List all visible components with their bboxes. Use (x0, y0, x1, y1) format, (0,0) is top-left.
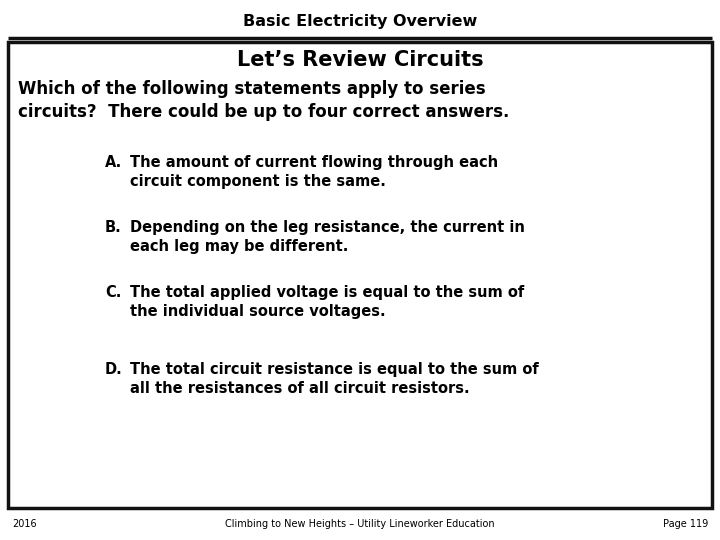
Text: The total circuit resistance is equal to the sum of
all the resistances of all c: The total circuit resistance is equal to… (130, 362, 539, 396)
Text: Which of the following statements apply to series
circuits?  There could be up t: Which of the following statements apply … (18, 80, 509, 121)
Text: Depending on the leg resistance, the current in
each leg may be different.: Depending on the leg resistance, the cur… (130, 220, 525, 254)
Text: A.: A. (105, 155, 122, 170)
Text: 2016: 2016 (12, 519, 37, 529)
Text: C.: C. (105, 285, 122, 300)
Text: Basic Electricity Overview: Basic Electricity Overview (243, 14, 477, 29)
Text: Let’s Review Circuits: Let’s Review Circuits (237, 50, 483, 70)
Text: Page 119: Page 119 (662, 519, 708, 529)
Text: The total applied voltage is equal to the sum of
the individual source voltages.: The total applied voltage is equal to th… (130, 285, 524, 319)
FancyBboxPatch shape (8, 42, 712, 508)
Text: Climbing to New Heights – Utility Lineworker Education: Climbing to New Heights – Utility Linewo… (225, 519, 495, 529)
Text: D.: D. (105, 362, 122, 377)
Text: B.: B. (105, 220, 122, 235)
Text: The amount of current flowing through each
circuit component is the same.: The amount of current flowing through ea… (130, 155, 498, 189)
